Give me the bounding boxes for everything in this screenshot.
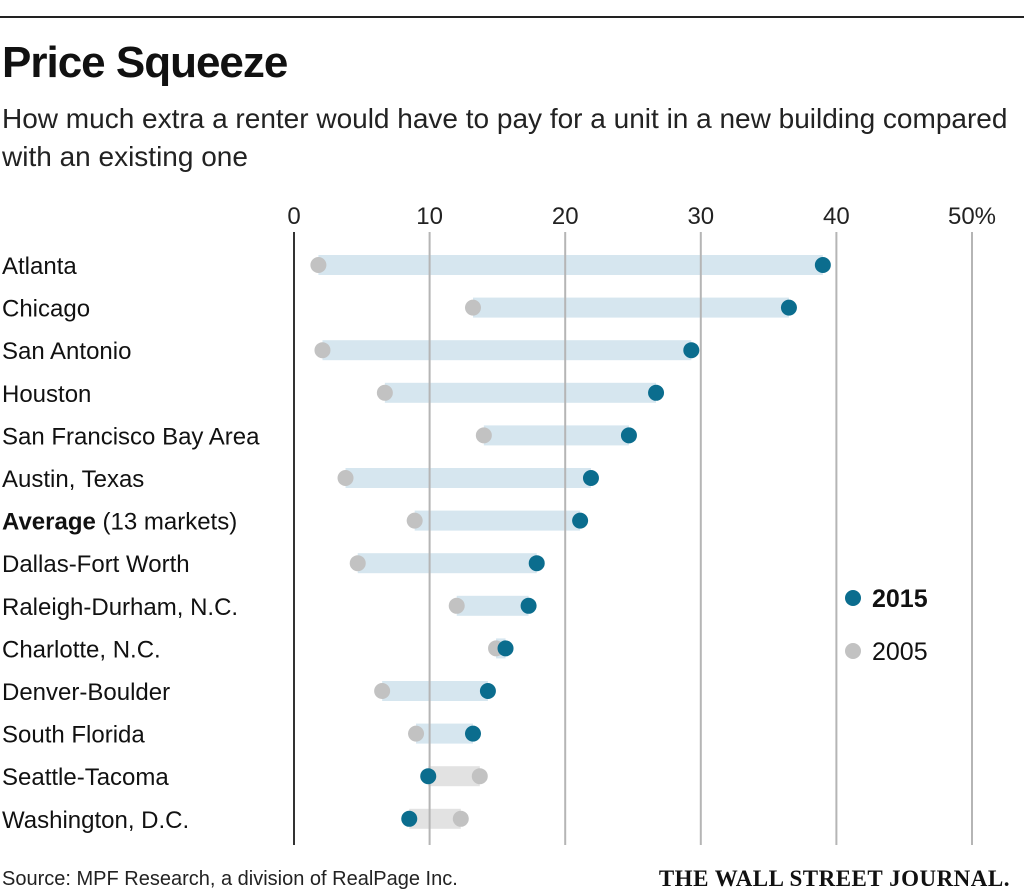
dot-2005 — [337, 470, 354, 486]
dot-2015 — [648, 384, 665, 401]
row-label: Houston — [2, 381, 91, 408]
row-label: Dallas-Fort Worth — [2, 551, 190, 578]
row-label: Washington, D.C. — [2, 807, 189, 834]
dot-2015 — [572, 512, 589, 529]
dot-2015 — [497, 640, 514, 657]
legend-dot-2015 — [845, 590, 861, 606]
dot-2005 — [452, 810, 469, 827]
range-bar — [357, 553, 537, 574]
range-bar — [382, 681, 488, 701]
dot-2005 — [464, 299, 481, 316]
dot-2015 — [401, 810, 418, 827]
dot-2005 — [448, 597, 465, 614]
dot-2005 — [349, 555, 366, 572]
range-bar — [384, 382, 657, 403]
range-bar — [428, 766, 480, 787]
row-label: Denver-Boulder — [2, 679, 170, 706]
dot-2005 — [408, 725, 425, 742]
dot-2015 — [780, 299, 797, 316]
row-label: Raleigh-Durham, N.C. — [2, 594, 238, 621]
dot-2015 — [420, 768, 437, 785]
chart-subtitle: How much extra a renter would have to pa… — [2, 103, 1008, 172]
row-label: South Florida — [2, 722, 145, 749]
dot-2005 — [475, 427, 492, 444]
row-label: Austin, Texas — [2, 466, 144, 493]
row-label: Average (13 markets) — [2, 509, 237, 536]
dot-2015 — [814, 257, 831, 273]
dot-2015 — [683, 342, 700, 359]
range-bar — [318, 255, 823, 275]
dot-2005 — [374, 683, 391, 699]
range-bar — [483, 425, 629, 446]
legend-label-2015: 2015 — [872, 585, 928, 613]
dot-2005 — [310, 257, 327, 273]
range-bar — [472, 297, 789, 318]
x-tick-label: 50% — [948, 203, 996, 230]
dot-2005 — [314, 342, 331, 359]
row-label: Chicago — [2, 296, 90, 323]
dot-2005 — [471, 768, 488, 785]
dot-2005 — [376, 384, 393, 401]
row-label: San Antonio — [2, 338, 131, 365]
row-label: San Francisco Bay Area — [2, 423, 260, 450]
chart-title: Price Squeeze — [2, 38, 288, 87]
source-note: Source: MPF Research, a division of Real… — [2, 868, 458, 890]
dot-2015 — [479, 683, 496, 699]
range-bar — [345, 468, 591, 488]
range-bar — [322, 340, 692, 361]
dot-2015 — [520, 597, 537, 614]
dot-2015 — [582, 470, 599, 486]
row-label: Seattle-Tacoma — [2, 764, 169, 791]
legend-label-2005: 2005 — [872, 638, 928, 666]
x-tick-label: 30 — [687, 203, 714, 230]
x-tick-label: 10 — [416, 203, 443, 230]
range-bar — [416, 723, 473, 744]
wsj-logo: THE WALL STREET JOURNAL. — [658, 866, 1010, 891]
top-rule — [0, 16, 1024, 18]
legend-dot-2005 — [845, 643, 861, 659]
range-bar — [414, 510, 581, 531]
dot-2015 — [528, 555, 545, 572]
x-tick-label: 0 — [287, 203, 300, 230]
dot-2015 — [464, 725, 481, 742]
x-tick-label: 20 — [552, 203, 579, 230]
dot-2005 — [406, 512, 423, 529]
row-label: Atlanta — [2, 253, 77, 280]
row-label: Charlotte, N.C. — [2, 636, 161, 663]
range-bar — [409, 808, 461, 829]
range-bar — [456, 595, 529, 616]
dot-2015 — [620, 427, 637, 444]
x-tick-label: 40 — [823, 203, 850, 230]
